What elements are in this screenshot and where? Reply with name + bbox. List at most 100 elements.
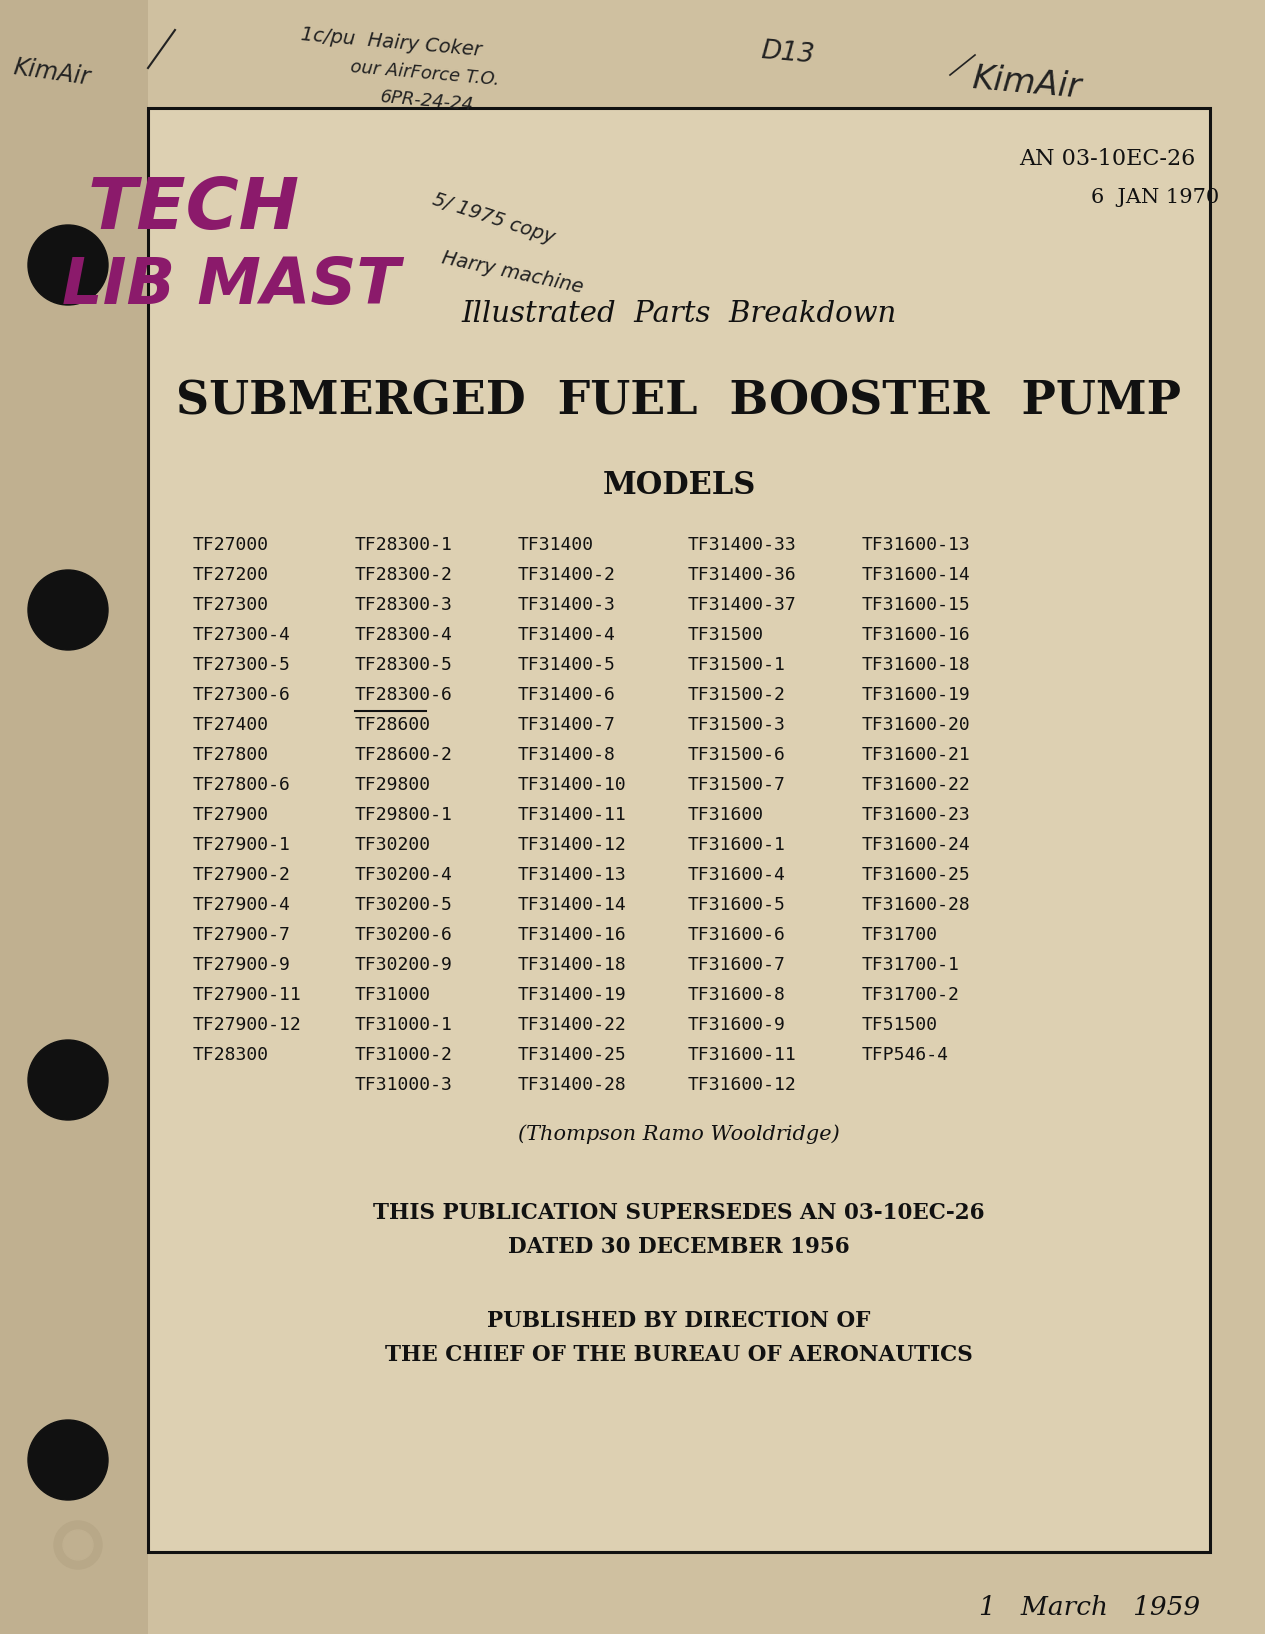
Text: 6PR-24-24: 6PR-24-24 — [380, 88, 476, 114]
Text: TF31500-2: TF31500-2 — [688, 686, 786, 704]
Text: Illustrated  Parts  Breakdown: Illustrated Parts Breakdown — [462, 301, 897, 328]
Text: TF31400-36: TF31400-36 — [688, 565, 797, 583]
Text: TF28300-1: TF28300-1 — [355, 536, 453, 554]
Text: TF30200-9: TF30200-9 — [355, 956, 453, 974]
Text: TF31400-22: TF31400-22 — [517, 1016, 626, 1034]
Text: TF51500: TF51500 — [861, 1016, 939, 1034]
Circle shape — [54, 1521, 102, 1569]
Text: TF31600-1: TF31600-1 — [688, 837, 786, 855]
Text: 1c/pu  Hairy Coker: 1c/pu Hairy Coker — [300, 25, 482, 60]
Text: TF31700-2: TF31700-2 — [861, 985, 960, 1003]
Bar — [148, 108, 1211, 1552]
Circle shape — [28, 1039, 108, 1119]
Bar — [0, 0, 148, 1634]
Text: TF27300: TF27300 — [194, 596, 269, 614]
Text: Harry machine: Harry machine — [440, 248, 584, 297]
Text: TF27000: TF27000 — [194, 536, 269, 554]
Text: TF31700: TF31700 — [861, 926, 939, 944]
Text: TF27900-2: TF27900-2 — [194, 866, 291, 884]
Text: TF31600-4: TF31600-4 — [688, 866, 786, 884]
Text: TF30200-5: TF30200-5 — [355, 895, 453, 913]
Text: TF31600-20: TF31600-20 — [861, 716, 970, 734]
Text: TF29800-1: TF29800-1 — [355, 806, 453, 824]
Text: TF31400-12: TF31400-12 — [517, 837, 626, 855]
Text: DATED 30 DECEMBER 1956: DATED 30 DECEMBER 1956 — [509, 1235, 850, 1258]
Text: TF31000-1: TF31000-1 — [355, 1016, 453, 1034]
Text: SUBMERGED  FUEL  BOOSTER  PUMP: SUBMERGED FUEL BOOSTER PUMP — [177, 377, 1182, 423]
Text: TF31600-7: TF31600-7 — [688, 956, 786, 974]
Text: TF31600-19: TF31600-19 — [861, 686, 970, 704]
Text: TF31000-2: TF31000-2 — [355, 1046, 453, 1064]
Text: TF31400-14: TF31400-14 — [517, 895, 626, 913]
Text: TF28300-3: TF28300-3 — [355, 596, 453, 614]
Text: TF27800-6: TF27800-6 — [194, 776, 291, 794]
Text: TF27300-5: TF27300-5 — [194, 655, 291, 673]
Text: TF31400-7: TF31400-7 — [517, 716, 616, 734]
Text: TF27200: TF27200 — [194, 565, 269, 583]
Text: TF31400-10: TF31400-10 — [517, 776, 626, 794]
Bar — [1211, 0, 1265, 1634]
Text: TF31400-6: TF31400-6 — [517, 686, 616, 704]
Circle shape — [28, 225, 108, 306]
Text: TF31400-13: TF31400-13 — [517, 866, 626, 884]
Text: TF31400: TF31400 — [517, 536, 595, 554]
Text: (Thompson Ramo Wooldridge): (Thompson Ramo Wooldridge) — [519, 1124, 840, 1144]
Text: TF31400-8: TF31400-8 — [517, 747, 616, 765]
Text: 5/ 1975 copy: 5/ 1975 copy — [430, 190, 557, 247]
Text: TF31500: TF31500 — [688, 626, 764, 644]
Text: TF31600-23: TF31600-23 — [861, 806, 970, 824]
Text: TF27900-1: TF27900-1 — [194, 837, 291, 855]
Text: TF31000: TF31000 — [355, 985, 431, 1003]
Text: TF27900: TF27900 — [194, 806, 269, 824]
Text: TF31000-3: TF31000-3 — [355, 1077, 453, 1095]
Text: TF31400-4: TF31400-4 — [517, 626, 616, 644]
Text: 6  JAN 1970: 6 JAN 1970 — [1090, 188, 1219, 208]
Circle shape — [28, 1420, 108, 1500]
Text: TF31600-18: TF31600-18 — [861, 655, 970, 673]
Text: TF28300-2: TF28300-2 — [355, 565, 453, 583]
Text: TF30200: TF30200 — [355, 837, 431, 855]
Text: MODELS: MODELS — [602, 471, 755, 502]
Text: TF30200-6: TF30200-6 — [355, 926, 453, 944]
Text: TF31600-11: TF31600-11 — [688, 1046, 797, 1064]
Text: TF31600-9: TF31600-9 — [688, 1016, 786, 1034]
Text: 1   March   1959: 1 March 1959 — [979, 1595, 1200, 1619]
Text: TF31500-6: TF31500-6 — [688, 747, 786, 765]
Text: TF27800: TF27800 — [194, 747, 269, 765]
Text: TF31600: TF31600 — [688, 806, 764, 824]
Text: TF31400-2: TF31400-2 — [517, 565, 616, 583]
Text: TECH: TECH — [89, 175, 300, 243]
Text: our AirForce T.O.: our AirForce T.O. — [350, 57, 501, 88]
Text: THIS PUBLICATION SUPERSEDES AN 03-10EC-26: THIS PUBLICATION SUPERSEDES AN 03-10EC-2… — [373, 1203, 985, 1224]
Text: TF31500-7: TF31500-7 — [688, 776, 786, 794]
Text: TF31400-3: TF31400-3 — [517, 596, 616, 614]
Text: TF27900-12: TF27900-12 — [194, 1016, 302, 1034]
Text: TF31400-33: TF31400-33 — [688, 536, 797, 554]
Text: TF31700-1: TF31700-1 — [861, 956, 960, 974]
Text: KimAir: KimAir — [11, 56, 92, 90]
Text: TF27300-4: TF27300-4 — [194, 626, 291, 644]
Text: TF27900-7: TF27900-7 — [194, 926, 291, 944]
Text: THE CHIEF OF THE BUREAU OF AERONAUTICS: THE CHIEF OF THE BUREAU OF AERONAUTICS — [385, 1345, 973, 1366]
Text: TF27900-11: TF27900-11 — [194, 985, 302, 1003]
Text: TF31400-16: TF31400-16 — [517, 926, 626, 944]
Text: TF31600-5: TF31600-5 — [688, 895, 786, 913]
Text: TF31600-24: TF31600-24 — [861, 837, 970, 855]
Text: LIB MAST: LIB MAST — [62, 255, 400, 317]
Text: TF28300-5: TF28300-5 — [355, 655, 453, 673]
Text: TF28600-2: TF28600-2 — [355, 747, 453, 765]
Text: TF31600-12: TF31600-12 — [688, 1077, 797, 1095]
Text: TF31600-15: TF31600-15 — [861, 596, 970, 614]
Text: TF31600-16: TF31600-16 — [861, 626, 970, 644]
Text: KimAir: KimAir — [970, 62, 1082, 105]
Text: TF31600-14: TF31600-14 — [861, 565, 970, 583]
Text: TF31400-18: TF31400-18 — [517, 956, 626, 974]
Text: D13: D13 — [760, 38, 816, 69]
Text: TF31400-19: TF31400-19 — [517, 985, 626, 1003]
Circle shape — [63, 1529, 94, 1560]
Text: TF31400-28: TF31400-28 — [517, 1077, 626, 1095]
Text: TFP546-4: TFP546-4 — [861, 1046, 949, 1064]
Text: TF31600-22: TF31600-22 — [861, 776, 970, 794]
Text: TF31600-8: TF31600-8 — [688, 985, 786, 1003]
Text: TF31400-11: TF31400-11 — [517, 806, 626, 824]
